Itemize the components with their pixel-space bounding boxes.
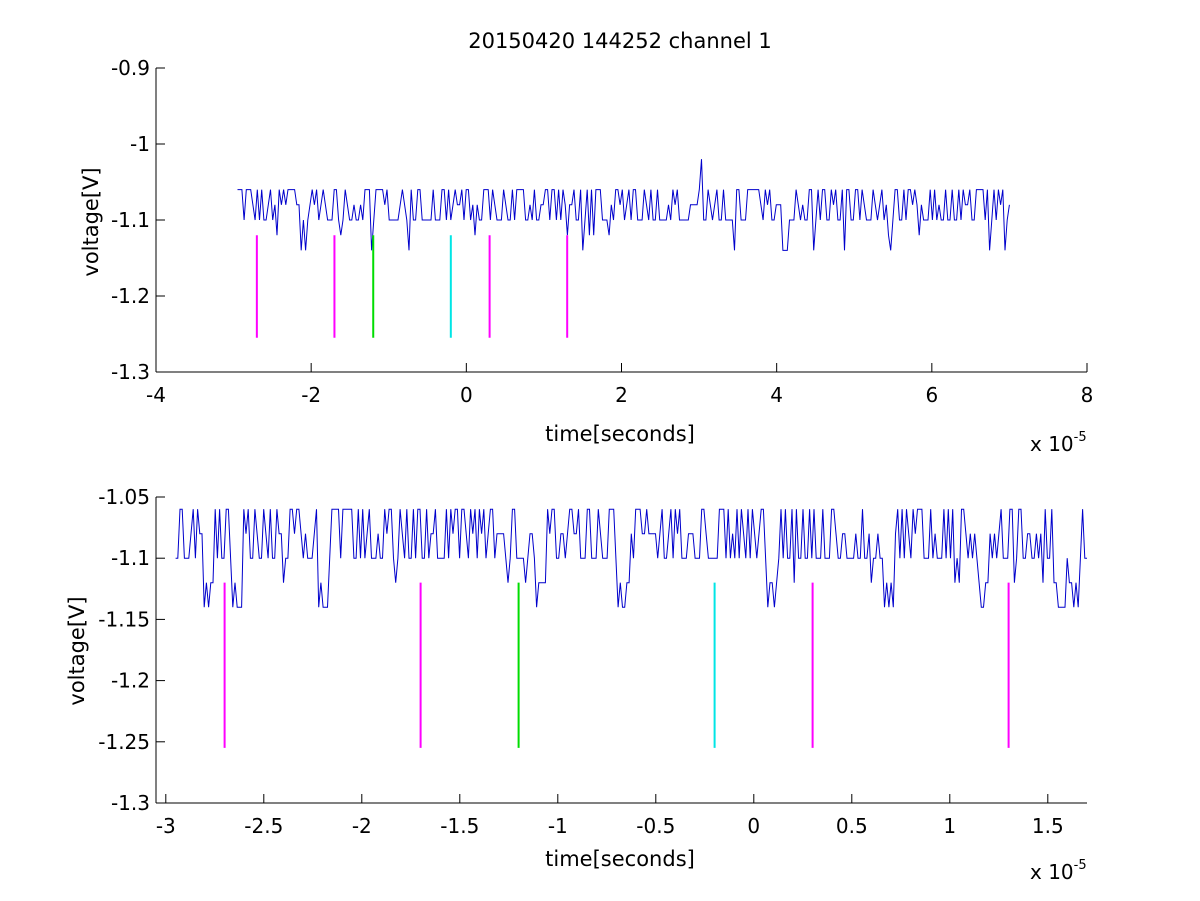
x-axis-label: time[seconds] (545, 422, 695, 446)
x-multiplier-exponent: -5 (1074, 430, 1087, 445)
x-tick-label: 8 (1081, 383, 1094, 407)
bottom-chart: -3 -2.5 -2 -1.5 -1 -0.5 0 0.5 1 1.5 -1.3 -1.25 -1.2 -… (65, 485, 1087, 884)
x-tick-label: -1 (548, 814, 568, 838)
ticks-layer: -4 -2 0 2 4 6 8 -1.3 -1.2 -1.1 -1 -0.9 (111, 56, 1093, 407)
x-tick-label: -3 (156, 814, 176, 838)
y-tick-label: -1.1 (111, 208, 150, 232)
x-multiplier-base: x 10 (1030, 860, 1074, 884)
y-tick-label: -1.3 (111, 360, 150, 384)
y-tick-label: -1.15 (98, 607, 150, 631)
series-line (175, 508, 1087, 608)
x-tick-label: 1 (943, 814, 956, 838)
top-chart: 20150420 144252 channel 1 -4 -2 0 2 4 6 8-1.3-… (79, 29, 1093, 456)
y-tick-label: -1.1 (111, 546, 150, 570)
y-tick-label: -1.2 (111, 669, 150, 693)
y-tick-label: -1.05 (98, 485, 150, 509)
x-tick-label: -2 (352, 814, 372, 838)
x-tick-label: 4 (770, 383, 783, 407)
x-tick-label: -4 (146, 383, 166, 407)
marker-layer (255, 235, 569, 338)
x-multiplier-base: x 10 (1030, 432, 1074, 456)
x-tick-label: 0 (747, 814, 760, 838)
y-tick-label: -1.3 (111, 791, 150, 815)
chart-title: 20150420 144252 channel 1 (468, 29, 772, 53)
marker-layer (223, 582, 1010, 748)
x-tick-label: -2 (301, 383, 321, 407)
y-axis-label: voltage[V] (79, 167, 103, 276)
y-tick-label: -1 (130, 132, 150, 156)
x-tick-label: 1.5 (1032, 814, 1064, 838)
x-tick-label: 6 (925, 383, 938, 407)
x-tick-label: -0.5 (636, 814, 675, 838)
series-layer (175, 508, 1087, 608)
ticks-layer: -3 -2.5 -2 -1.5 -1 -0.5 0 0.5 1 1.5 -1.3 -1.25 -1.2 -… (98, 485, 1063, 838)
series-line (237, 159, 1010, 251)
x-multiplier: x 10-5 (1030, 430, 1087, 456)
series-layer (237, 159, 1010, 251)
y-tick-label: -0.9 (111, 56, 150, 80)
y-tick-label: -1.25 (98, 730, 150, 754)
x-tick-label: 0.5 (836, 814, 868, 838)
x-tick-label: 2 (615, 383, 628, 407)
y-tick-label: -1.2 (111, 284, 150, 308)
x-axis-label: time[seconds] (545, 847, 695, 871)
x-tick-label: -2.5 (244, 814, 283, 838)
x-tick-label: -1.5 (440, 814, 479, 838)
x-multiplier: x 10-5 (1030, 858, 1087, 884)
x-tick-label: 0 (460, 383, 473, 407)
axes-layer (155, 497, 1087, 804)
x-multiplier-exponent: -5 (1074, 858, 1087, 873)
y-axis-label: voltage[V] (65, 596, 89, 705)
